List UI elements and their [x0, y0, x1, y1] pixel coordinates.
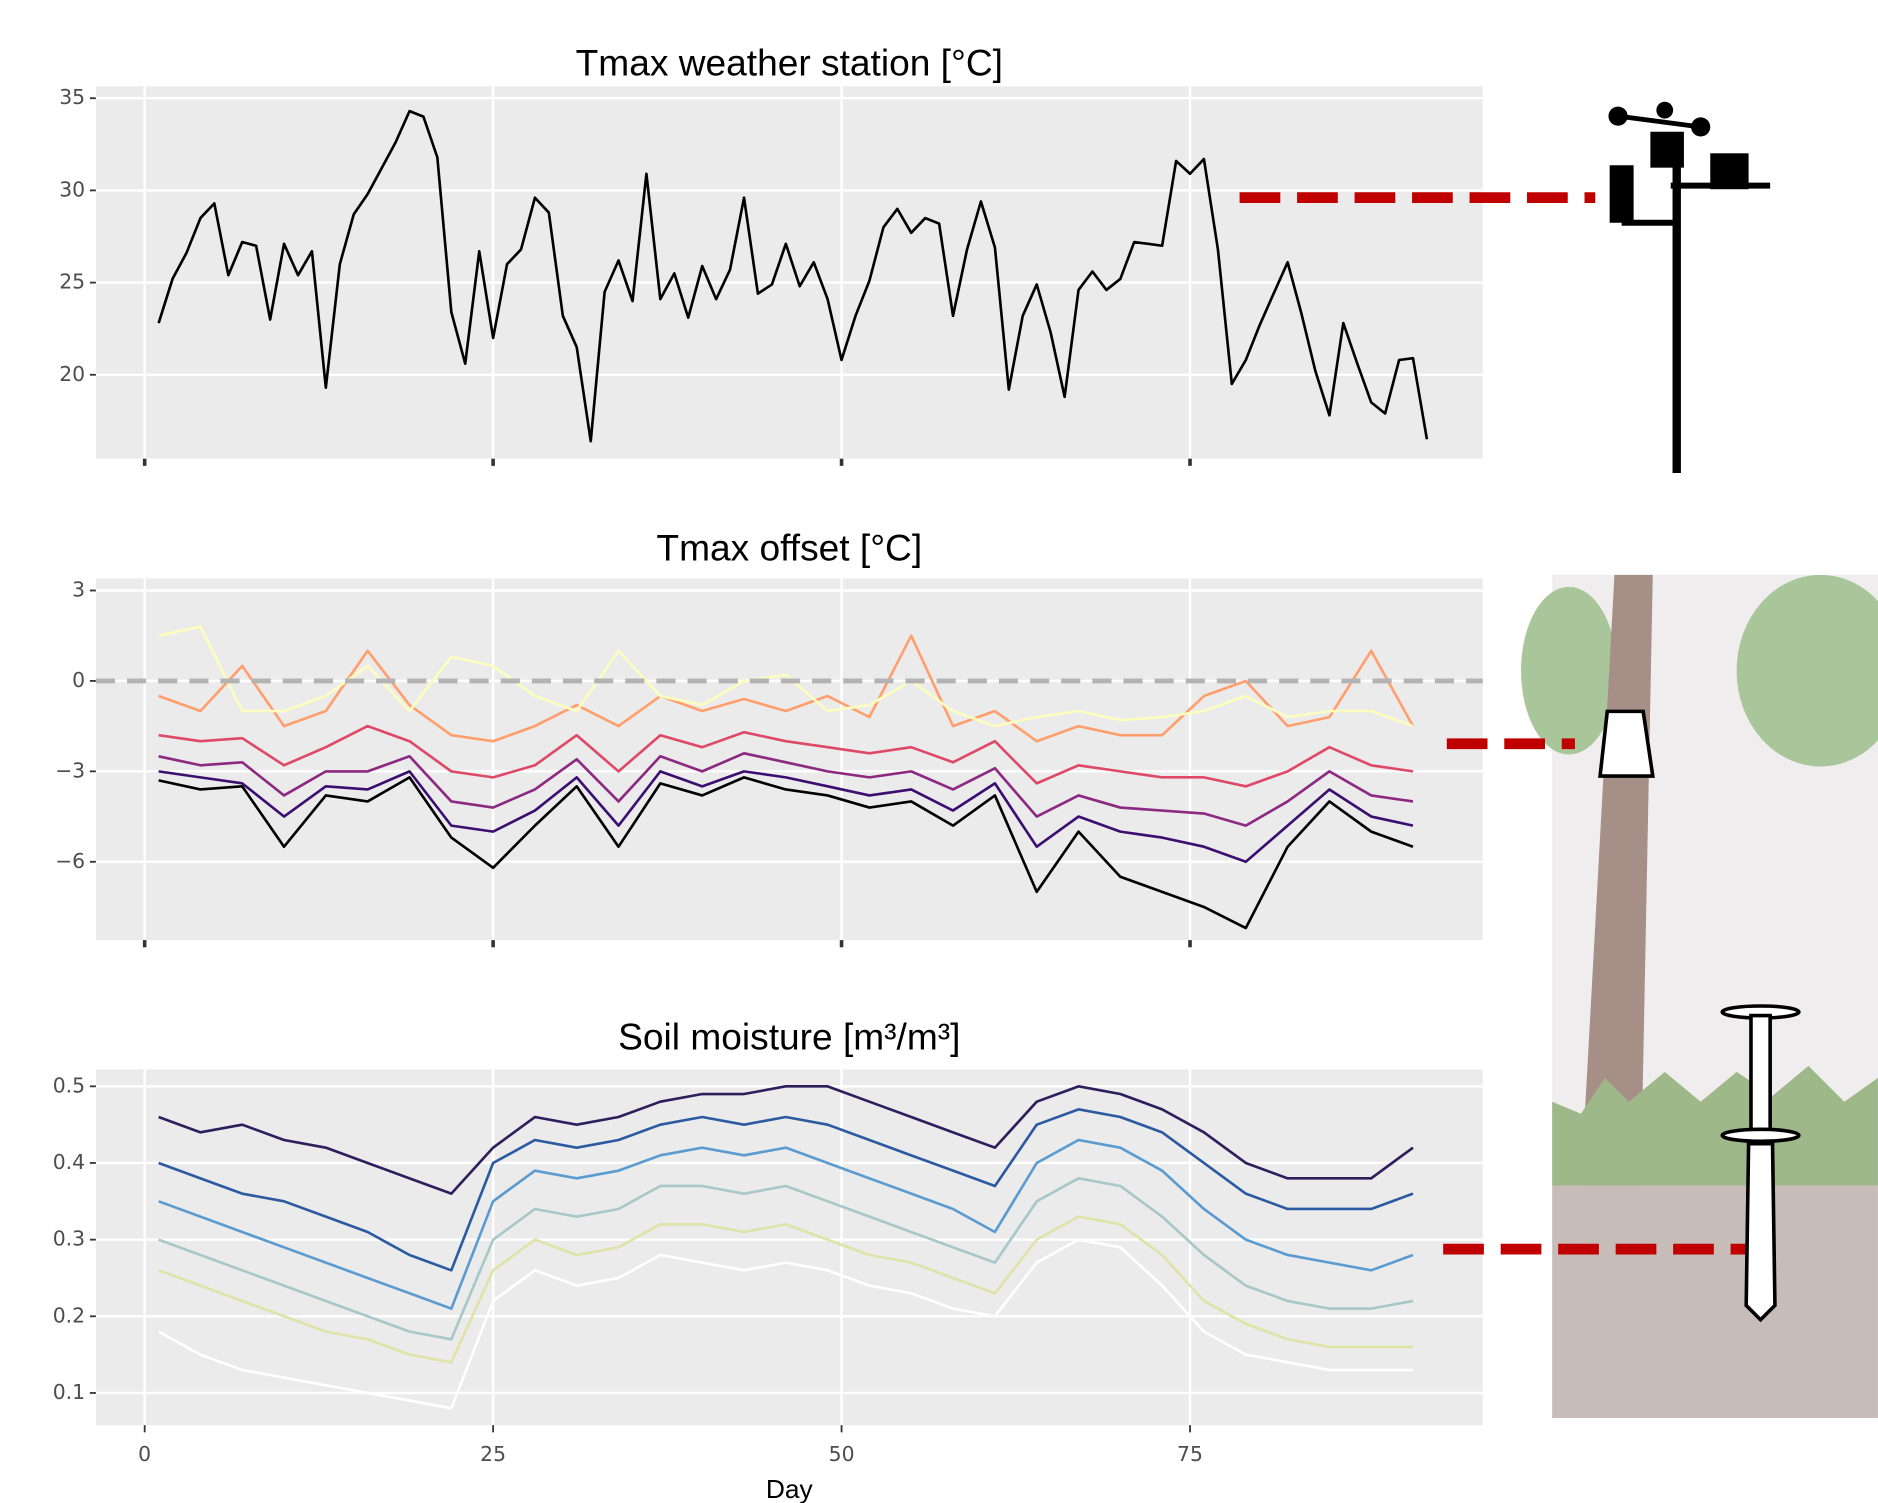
y-tick-label: 25 [59, 270, 85, 294]
y-tick-label: 0.4 [53, 1150, 85, 1174]
series-line [158, 1085, 1414, 1195]
y-tick-label: 35 [59, 85, 85, 109]
forest-illustration [1443, 574, 1878, 1418]
x-tick-label: 25 [480, 1442, 506, 1466]
x-tick-label: 50 [829, 1442, 855, 1466]
series-line [158, 770, 1414, 864]
chart-title: Soil moisture [m³/m³] [618, 1015, 960, 1057]
y-tick-label: 20 [59, 362, 85, 386]
series-line [158, 1138, 1414, 1310]
y-tick-label: 0 [72, 668, 85, 692]
series-line [158, 1108, 1414, 1272]
y-tick-label: 30 [59, 177, 85, 201]
y-tick-label: 0.1 [53, 1380, 85, 1404]
plot-background [95, 578, 1483, 941]
y-tick-label: 3 [72, 578, 85, 602]
y-tick-label: 0.3 [53, 1227, 85, 1251]
y-tick-label: 0.5 [53, 1073, 85, 1097]
series-line [158, 1215, 1414, 1364]
x-tick-label: 0 [138, 1442, 151, 1466]
series-line [157, 109, 1429, 443]
x-axis-title: Day [766, 1474, 814, 1503]
chart-title: Tmax offset [°C] [656, 527, 922, 569]
y-tick-label: −3 [55, 758, 85, 782]
weather-station-illustration [1239, 101, 1771, 474]
plot-background [95, 86, 1483, 459]
chart-title: Tmax weather station [°C] [576, 42, 1003, 84]
plot-background [95, 1069, 1483, 1426]
x-tick-label: 75 [1177, 1442, 1203, 1466]
y-tick-label: 0.2 [53, 1303, 85, 1327]
series-line [158, 1238, 1414, 1410]
y-tick-label: −6 [55, 849, 85, 873]
series-line [158, 625, 1414, 728]
series-line [158, 751, 1414, 827]
series-line [158, 634, 1415, 743]
series-line [158, 1177, 1414, 1341]
series-line [158, 776, 1414, 930]
series-line [158, 724, 1414, 788]
